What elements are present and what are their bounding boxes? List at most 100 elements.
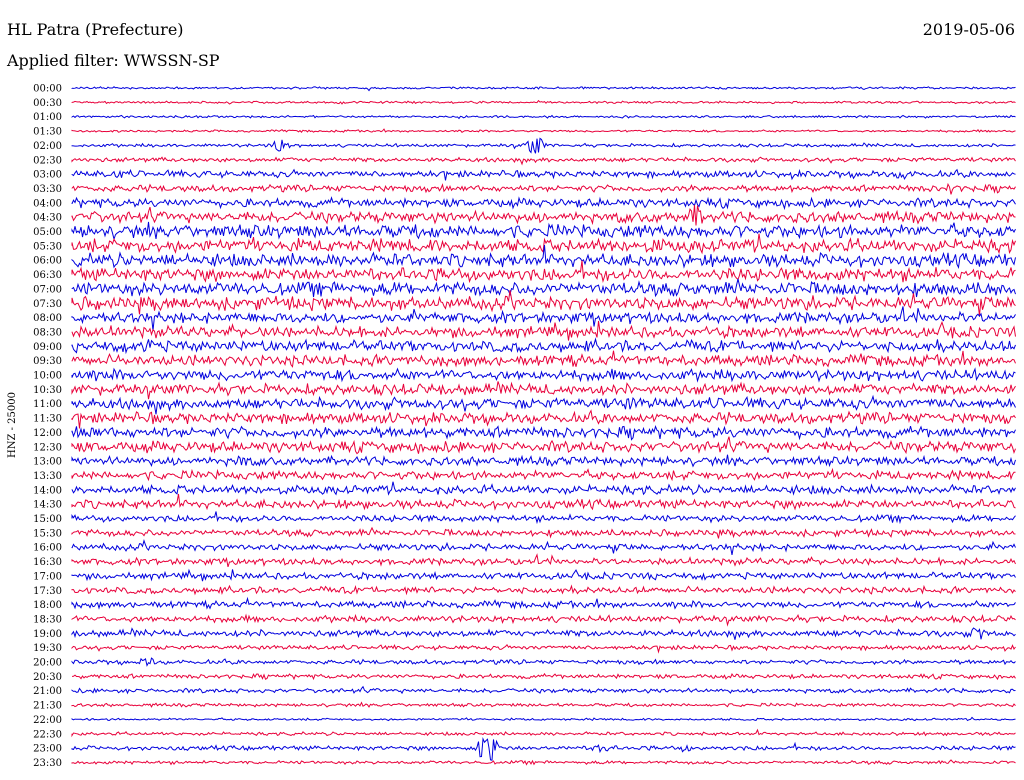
tick-label-0830: 08:30 <box>33 327 62 338</box>
tick-label-1900: 19:00 <box>33 629 62 640</box>
tick-label-0400: 04:00 <box>33 198 62 209</box>
trace-1600 <box>71 539 1016 555</box>
trace-0530 <box>71 233 1016 255</box>
tick-label-1400: 14:00 <box>33 485 62 496</box>
tick-label-1630: 16:30 <box>33 557 62 568</box>
trace-0330 <box>71 182 1016 195</box>
trace-0100 <box>71 114 1016 120</box>
tick-label-2200: 22:00 <box>33 715 62 726</box>
tick-label-0500: 05:00 <box>33 227 62 238</box>
trace-0300 <box>71 168 1016 181</box>
trace-2030 <box>71 672 1016 681</box>
trace-0730 <box>71 290 1016 316</box>
trace-2100 <box>71 685 1016 695</box>
trace-0000 <box>71 86 1016 92</box>
time-tick-labels: 00:00 00:30 01:00 01:30 02:00 02:30 03:00 03:30… <box>33 84 62 769</box>
trace-0900 <box>71 337 1016 355</box>
trace-2130 <box>71 701 1016 708</box>
trace-1830 <box>71 613 1016 627</box>
tick-label-1930: 19:30 <box>33 643 62 654</box>
tick-label-2000: 20:00 <box>33 658 62 669</box>
tick-label-1100: 11:00 <box>33 399 62 410</box>
tick-label-1700: 17:00 <box>33 571 62 582</box>
trace-1330 <box>71 467 1016 482</box>
tick-label-0230: 02:30 <box>33 155 62 166</box>
trace-0630 <box>71 260 1016 284</box>
trace-1030 <box>71 381 1016 400</box>
trace-1430 <box>71 493 1016 511</box>
trace-1500 <box>71 511 1016 525</box>
trace-1700 <box>71 568 1016 582</box>
station-title: HL Patra (Prefecture) <box>7 20 184 39</box>
tick-label-1030: 10:30 <box>33 385 62 396</box>
trace-0400 <box>71 196 1016 211</box>
trace-1400 <box>71 481 1016 496</box>
trace-1100 <box>71 394 1016 415</box>
trace-0130 <box>71 128 1016 133</box>
tick-label-0330: 03:30 <box>33 184 62 195</box>
tick-label-0130: 01:30 <box>33 127 62 138</box>
tick-label-0600: 06:00 <box>33 256 62 267</box>
tick-label-1830: 18:30 <box>33 614 62 625</box>
tick-label-2130: 21:30 <box>33 701 62 712</box>
tick-label-0930: 09:30 <box>33 356 62 367</box>
trace-1230 <box>71 436 1016 455</box>
tick-label-1200: 12:00 <box>33 428 62 439</box>
trace-1000 <box>71 367 1016 383</box>
filter-label: Applied filter: WWSSN-SP <box>7 51 220 70</box>
trace-1130 <box>71 409 1016 429</box>
trace-0500 <box>71 221 1016 241</box>
trace-0800 <box>71 306 1016 331</box>
trace-0430 <box>71 205 1016 226</box>
trace-1300 <box>71 454 1016 468</box>
tick-label-0430: 04:30 <box>33 213 62 224</box>
tick-label-0030: 00:30 <box>33 98 62 109</box>
tick-label-1500: 15:00 <box>33 514 62 525</box>
trace-1630 <box>71 553 1016 568</box>
trace-1900 <box>71 627 1016 640</box>
trace-0600 <box>71 244 1016 270</box>
tick-label-0700: 07:00 <box>33 284 62 295</box>
tick-label-0900: 09:00 <box>33 342 62 353</box>
trace-2200 <box>71 716 1016 722</box>
tick-label-1300: 13:00 <box>33 457 62 468</box>
seismic-traces <box>71 86 1016 766</box>
trace-0700 <box>71 278 1016 298</box>
tick-label-1800: 18:00 <box>33 600 62 611</box>
trace-1200 <box>71 424 1016 441</box>
tick-label-1600: 16:00 <box>33 543 62 554</box>
tick-label-1730: 17:30 <box>33 586 62 597</box>
tick-label-2300: 23:00 <box>33 744 62 755</box>
trace-0230 <box>71 156 1016 166</box>
trace-0830 <box>71 320 1016 341</box>
date-label: 2019-05-06 <box>922 20 1015 39</box>
tick-label-0730: 07:30 <box>33 299 62 310</box>
trace-1800 <box>71 596 1016 610</box>
trace-2300 <box>71 736 1016 761</box>
tick-label-2330: 23:30 <box>33 758 62 769</box>
tick-label-0200: 02:00 <box>33 141 62 152</box>
tick-label-1430: 14:30 <box>33 500 62 511</box>
tick-label-1230: 12:30 <box>33 442 62 453</box>
trace-0030 <box>71 99 1016 105</box>
y-axis-label: HNZ - 25000 <box>7 392 18 458</box>
trace-2000 <box>71 657 1016 667</box>
tick-label-1530: 15:30 <box>33 528 62 539</box>
tick-label-0000: 00:00 <box>33 84 62 95</box>
trace-1930 <box>71 643 1016 654</box>
trace-0200 <box>71 137 1016 154</box>
tick-label-2230: 22:30 <box>33 729 62 740</box>
tick-label-1000: 10:00 <box>33 371 62 382</box>
tick-label-0630: 06:30 <box>33 270 62 281</box>
trace-2330 <box>71 759 1016 766</box>
tick-label-1330: 13:30 <box>33 471 62 482</box>
trace-0930 <box>71 350 1016 368</box>
trace-1730 <box>71 584 1016 596</box>
trace-2230 <box>71 728 1016 738</box>
trace-1530 <box>71 526 1016 539</box>
tick-label-0530: 05:30 <box>33 241 62 252</box>
tick-label-0300: 03:00 <box>33 170 62 181</box>
tick-label-0800: 08:00 <box>33 313 62 324</box>
tick-label-0100: 01:00 <box>33 112 62 123</box>
tick-label-2030: 20:30 <box>33 672 62 683</box>
